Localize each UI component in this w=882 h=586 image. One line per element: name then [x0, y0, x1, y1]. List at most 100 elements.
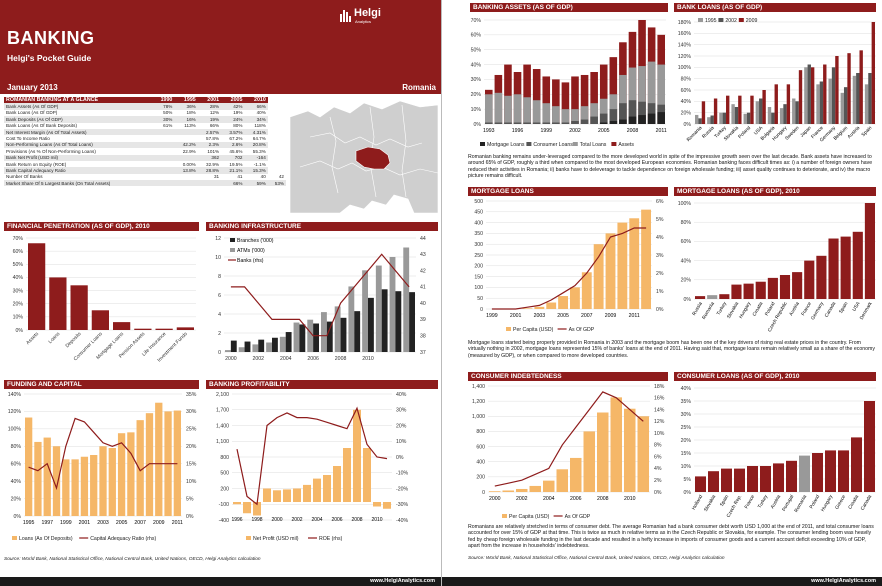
row-label: Bank Assets (As Of GDP) — [4, 103, 153, 110]
bar-2009 — [810, 67, 815, 124]
bar-total-loans — [628, 67, 637, 124]
bar-2009 — [762, 90, 766, 124]
legend-swatch — [502, 514, 507, 518]
row-value: 66% — [221, 180, 245, 187]
bar — [90, 455, 98, 516]
bar — [558, 296, 568, 309]
chart-bank-loans: 0%20%40%60%80%100%120%140%160%180%Romani… — [678, 18, 876, 143]
category-label: Austria — [770, 494, 783, 510]
bar-consumer-loans — [485, 122, 493, 124]
tick-label: 30% — [13, 288, 24, 294]
row-value: 45.6% — [229, 148, 243, 154]
x-tick-label: 2007 — [134, 520, 146, 526]
tick-label: 6% — [654, 454, 662, 460]
bar-atms — [362, 270, 368, 352]
tick-label: -30% — [396, 502, 408, 508]
row-value: 24% — [221, 116, 245, 123]
tick-label: 1,200 — [472, 399, 485, 405]
logo-bars-icon — [340, 10, 351, 22]
tick-label: 40% — [681, 386, 692, 392]
bar-2009 — [774, 84, 778, 124]
category-label: Denmark — [859, 300, 874, 320]
x-tick-label: 2008 — [627, 128, 639, 134]
bar-consumer-loans — [599, 113, 608, 124]
x-tick-label: 2005 — [557, 313, 569, 319]
x-tick-label: 2000 — [225, 356, 237, 362]
bar-branches — [299, 324, 306, 352]
row-label: Market Share Of 5 Largest Banks (On Tota… — [4, 180, 153, 187]
legend-swatch — [718, 18, 724, 22]
bar-total-loans — [609, 94, 618, 124]
row-value: 64.7% — [252, 136, 266, 142]
category-label: Austria — [846, 125, 861, 140]
bar-1995 — [695, 114, 699, 124]
category-label: Croatia — [752, 301, 765, 318]
bar — [597, 412, 609, 492]
category-label: Spain — [719, 494, 730, 508]
tick-label: -400 — [219, 518, 229, 524]
row-value: 66% — [209, 123, 220, 129]
tick-label: 2% — [656, 271, 664, 277]
tick-label: 10% — [396, 439, 407, 445]
tick-label: 4 — [218, 312, 221, 318]
bar-assets — [599, 64, 608, 124]
legend-label: Net Profit (USD mil) — [253, 536, 299, 542]
bar — [62, 459, 70, 516]
tick-label: 10% — [654, 431, 665, 437]
bar-branches — [285, 332, 292, 352]
bar — [383, 502, 391, 509]
x-tick-label: 2002 — [253, 356, 265, 362]
row-value: 2.6% — [221, 141, 245, 149]
row-value: 41 — [237, 174, 243, 180]
row-value — [174, 154, 198, 161]
bar-1995 — [779, 108, 784, 124]
bar — [373, 502, 381, 507]
bar — [786, 460, 797, 492]
section-header-banking-profitability: BANKING PROFITABILITY — [206, 380, 438, 389]
bar — [529, 485, 541, 492]
footer-url-left[interactable]: www.HelgiAnalytics.com — [370, 578, 435, 584]
x-tick-label: 2006 — [331, 517, 342, 523]
bar — [134, 328, 152, 330]
row-value: 2.57% — [197, 128, 222, 136]
row-label: Bank Capital Adequacy Ratio — [4, 167, 153, 174]
bar — [610, 397, 622, 492]
footer-left: www.HelgiAnalytics.com — [0, 577, 441, 586]
bar-assets — [504, 64, 512, 124]
tick-label: 300 — [474, 242, 483, 248]
legend-label: 2002 — [725, 18, 737, 24]
bar — [641, 209, 651, 309]
row-value: 362 — [197, 154, 222, 161]
category-label: Turkey — [716, 300, 729, 316]
table-row: Cost To Income Ratio 57.8% 67.2% 64.7% — [4, 135, 286, 141]
table-row: Net Interest Margin (As Of Total Assets)… — [4, 128, 286, 136]
row-value: 55.3% — [252, 148, 266, 154]
bar-consumer-loans — [571, 121, 579, 124]
tick-label: 140% — [8, 392, 22, 398]
row-value — [152, 180, 175, 187]
tick-label: 14% — [654, 407, 665, 413]
tick-label: 15% — [681, 451, 692, 457]
bar-branches — [354, 311, 361, 352]
bar — [108, 448, 116, 516]
category-label: Russia — [701, 125, 716, 140]
legend-label: 1995 — [705, 18, 717, 24]
footer-url-right[interactable]: www.HelgiAnalytics.com — [811, 578, 876, 584]
bar — [755, 281, 766, 299]
bar — [176, 327, 194, 330]
x-tick-label: 2003 — [534, 313, 546, 319]
category-label: Sweden — [784, 125, 801, 142]
bar-2002 — [771, 112, 775, 124]
tick-label: 8% — [654, 443, 662, 449]
row-value: 66% — [244, 103, 268, 110]
tick-label: 20% — [471, 92, 482, 98]
row-value: 2.3% — [197, 141, 222, 149]
bar-total-loans — [513, 94, 522, 124]
bar-atms — [403, 247, 410, 352]
tick-label: 30% — [186, 409, 197, 415]
tick-label: 37 — [420, 350, 426, 356]
logo: Helgi Analytics — [338, 6, 398, 24]
tick-label: 1% — [656, 289, 664, 295]
tick-label: 10% — [13, 315, 24, 321]
section-header-consumer-comparison: CONSUMER LOANS (As Of GDP), 2010 — [674, 372, 876, 381]
